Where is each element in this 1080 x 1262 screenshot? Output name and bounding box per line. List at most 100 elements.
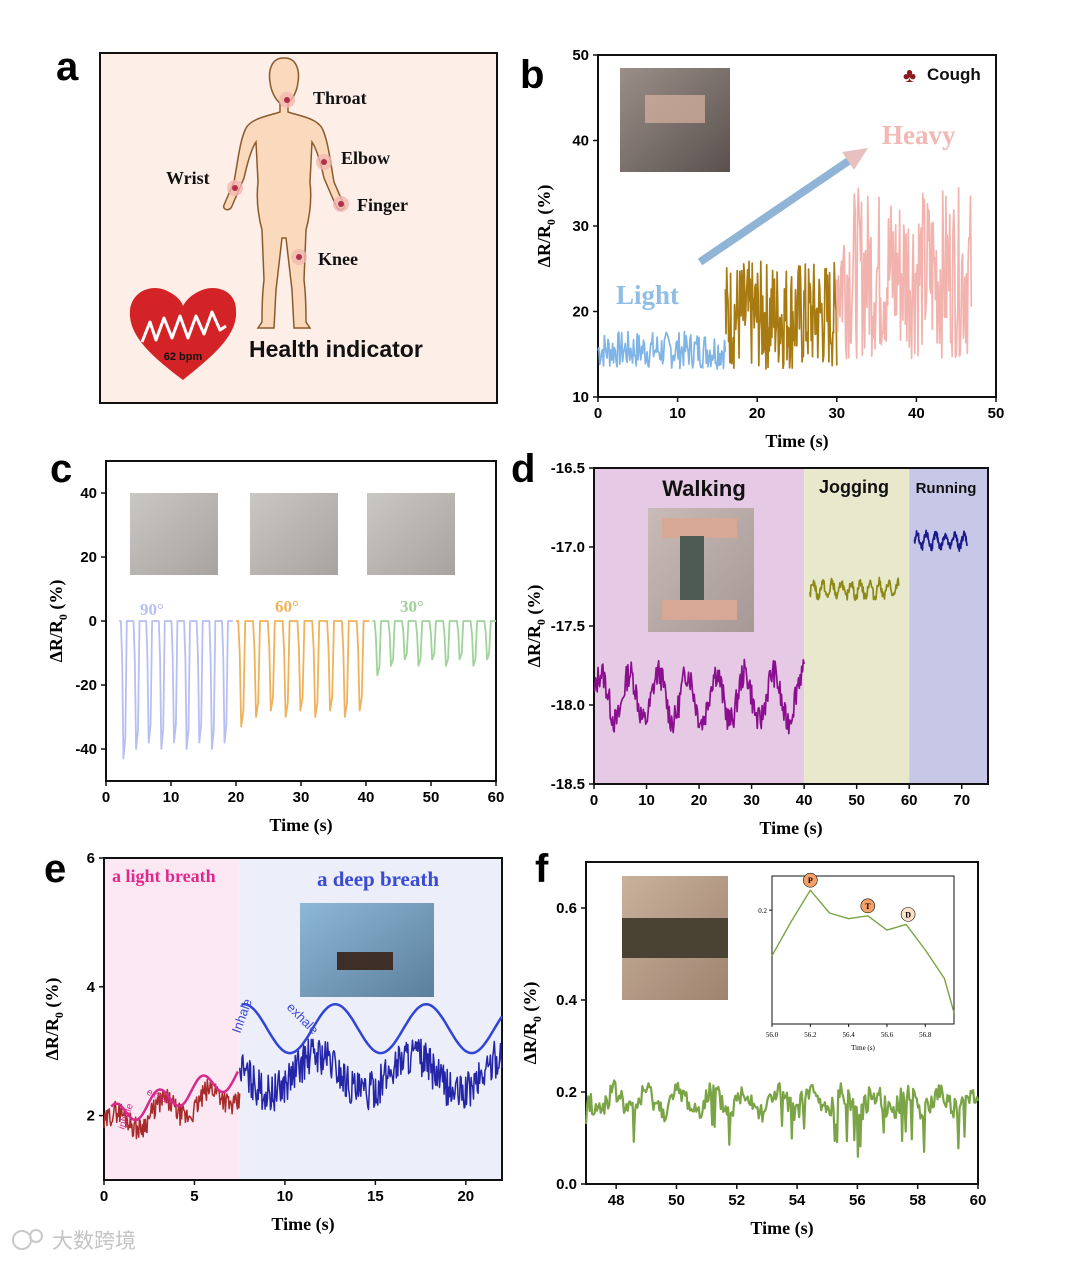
human-body-outline: [222, 57, 346, 329]
x-tick-label: 60: [970, 1192, 987, 1209]
sensor-point: [321, 159, 327, 165]
x-axis-label: Time (s): [765, 431, 828, 452]
wave-marker: [803, 872, 818, 888]
panel-label-c: c: [50, 447, 72, 491]
y-tick-label: 0.6: [556, 900, 577, 917]
wave-marker: [900, 907, 916, 922]
x-tick-label: 10: [163, 789, 180, 806]
x-tick-label: 50: [668, 1192, 685, 1209]
y-tick-label: -18.0: [551, 697, 585, 714]
panel-label-f: f: [535, 847, 549, 891]
y-axis-label: ΔR/R0 (%): [524, 585, 548, 668]
x-tick-label: 60: [901, 792, 918, 809]
mask-photo: [300, 903, 434, 997]
x-tick-label: 50: [848, 792, 865, 809]
y-tick-label: -16.5: [551, 460, 585, 477]
body-label-knee: Knee: [318, 249, 358, 269]
series-medium: [724, 260, 838, 370]
x-tick-label: 40: [908, 405, 925, 422]
inset-x-tick-label: 56.0: [766, 1031, 779, 1039]
x-axis-label: Time (s): [271, 1214, 334, 1235]
x-tick-label: 20: [457, 1188, 474, 1205]
series-60°: [236, 620, 370, 728]
x-tick-label: 48: [608, 1192, 625, 1209]
y-axis-label: ΔR/R0 (%): [534, 185, 558, 268]
x-axis-label: Time (s): [750, 1218, 813, 1239]
y-tick-label: 40: [572, 133, 589, 150]
finger-photo: [250, 493, 338, 575]
panel-e: e 0 5 10 15 20 2 4 6 Time (s) ΔR/R0 (%) a light bre…: [42, 847, 504, 1235]
x-tick-label: 0: [102, 789, 110, 806]
light-breath-envelope: [110, 1070, 240, 1122]
mask-sensor: [337, 952, 393, 970]
y-tick-label: 0: [89, 613, 97, 630]
y-axis-label: ΔR/R0 (%): [42, 978, 66, 1061]
y-tick-label: -40: [75, 741, 97, 758]
y-tick-label: 4: [87, 979, 96, 996]
series-jogging: [809, 576, 900, 602]
heavy-label: Heavy: [882, 120, 956, 150]
panel-c: c 0 10 20 30 40 50 60 -40 -20 0 20 40 Time (s) ΔR/R0 (…: [46, 447, 504, 836]
watermark-logo-icon: [29, 1229, 43, 1243]
region-breath: [104, 858, 240, 1180]
panel-label-a: a: [56, 45, 79, 89]
sensor-point: [338, 201, 344, 207]
x-tick-label: 70: [953, 792, 970, 809]
series-30°: [372, 620, 496, 677]
body-label-finger: Finger: [357, 195, 408, 215]
x-tick-label: 56: [849, 1192, 866, 1209]
plot-frame: [103, 857, 503, 1181]
x-tick-label: 0: [100, 1188, 108, 1205]
panel-b: b 0 10 20 30 40 50 10 20 30 40 50 Time (s) ΔR/R0 (%) L…: [520, 47, 1004, 452]
region-label: Running: [916, 480, 977, 497]
panel-a: a Throat Elbow Wrist Finger Knee 62 bpm Health …: [56, 45, 498, 404]
y-axis-label: ΔR/R0 (%): [520, 982, 544, 1065]
y-tick-label: 0.2: [556, 1084, 577, 1101]
x-tick-label: 52: [728, 1192, 745, 1209]
series-pulse: [584, 1079, 980, 1158]
inset-x-tick-label: 56.4: [843, 1031, 856, 1039]
light-label: Light: [616, 280, 679, 310]
series-running: [913, 529, 968, 552]
wrist-sensor-band: [622, 918, 728, 958]
angle-label: 90°: [140, 600, 164, 619]
y-tick-label: -20: [75, 677, 97, 694]
watermark: 大数跨境: [12, 1229, 136, 1253]
region-label: Walking: [662, 476, 746, 501]
x-axis-label: Time (s): [759, 818, 822, 839]
panel-d: d 0 10 20 30 40 50 60 70 -18.5 -18.0 -17.5 -17.0 -16.…: [511, 447, 989, 839]
series-heavy: [835, 186, 973, 360]
body-label-throat: Throat: [313, 88, 367, 108]
electrode-bottom: [662, 600, 737, 620]
inset-y-tick-label: 0.2: [758, 907, 767, 915]
electrode-top: [662, 518, 737, 538]
sensor-point: [284, 97, 290, 103]
region-running: [909, 468, 988, 784]
wave-marker-label: D: [905, 910, 911, 919]
panel-label-e: e: [44, 847, 66, 891]
x-tick-label: 50: [988, 405, 1005, 422]
x-tick-label: 20: [691, 792, 708, 809]
cough-legend-label: Cough: [927, 65, 981, 84]
series-90°: [119, 620, 233, 760]
y-tick-label: 30: [572, 218, 589, 235]
series-deep: [238, 1038, 503, 1112]
panel-label-b: b: [520, 53, 544, 97]
inset-x-tick-label: 56.6: [881, 1031, 894, 1039]
finger-photo: [367, 493, 455, 575]
y-tick-label: 20: [572, 304, 589, 321]
sensor-point: [296, 254, 302, 260]
health-indicator-title: Health indicator: [249, 336, 423, 362]
x-tick-label: 20: [228, 789, 245, 806]
trend-arrow-head: [842, 148, 868, 170]
y-tick-label: -17.0: [551, 539, 585, 556]
sensor-film: [680, 536, 704, 600]
x-tick-label: 40: [796, 792, 813, 809]
x-tick-label: 10: [669, 405, 686, 422]
y-tick-label: 0.4: [556, 992, 578, 1009]
inset-waveform: [771, 889, 955, 1013]
y-tick-label: -17.5: [551, 618, 585, 635]
angle-label: 60°: [275, 597, 299, 616]
plot-frame: [585, 861, 979, 1185]
x-tick-label: 20: [749, 405, 766, 422]
